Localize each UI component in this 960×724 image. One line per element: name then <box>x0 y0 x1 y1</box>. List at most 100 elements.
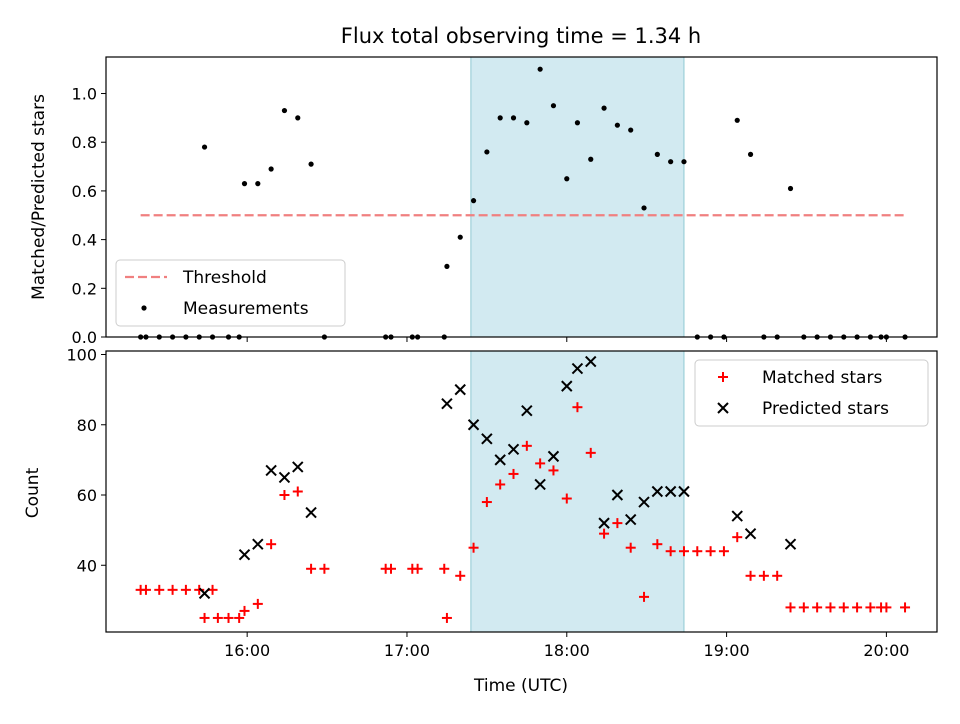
series-matched-stars <box>135 402 911 623</box>
predicted-stars-mark <box>454 383 466 396</box>
x-tick-label: 19:00 <box>704 641 750 660</box>
predicted-stars-point <box>585 355 597 368</box>
predicted-stars-mark <box>534 478 546 491</box>
measurement-point <box>510 115 517 121</box>
matched-stars-point <box>785 602 796 613</box>
measurement-point <box>628 127 634 133</box>
predicted-stars-mark <box>664 485 677 498</box>
predicted-stars-mark <box>561 380 573 392</box>
matched-stars-point <box>639 591 650 602</box>
predicted-stars-point <box>598 517 610 529</box>
measurement-point <box>601 105 607 111</box>
predicted-stars-mark <box>507 443 520 456</box>
x-tick-label: 17:00 <box>384 641 430 660</box>
matched-stars-point <box>772 570 783 581</box>
predicted-stars-point <box>664 485 677 498</box>
x-axis-label: Time (UTC) <box>473 676 568 696</box>
matched-stars-point <box>167 584 178 595</box>
measurement-point <box>641 205 647 211</box>
legend: Matched stars Predicted stars <box>694 359 929 427</box>
matched-stars-point <box>194 584 205 595</box>
predicted-stars-mark <box>678 485 690 498</box>
measurement-point <box>444 263 450 269</box>
predicted-stars-mark <box>547 450 560 463</box>
measurement-point <box>255 181 261 187</box>
measurement-point <box>241 181 248 187</box>
matched-stars-point <box>266 539 277 550</box>
measurement-point <box>734 117 740 123</box>
matched-stars-point <box>881 602 892 613</box>
matched-stars-point <box>441 612 452 623</box>
predicted-stars-point <box>454 383 466 396</box>
matched-stars-point <box>838 602 849 613</box>
measurement-point <box>681 159 687 165</box>
predicted-stars-point <box>278 471 291 484</box>
matched-stars-point <box>745 570 756 581</box>
predicted-stars-mark <box>238 549 251 561</box>
predicted-stars-point <box>561 380 573 392</box>
predicted-stars-mark <box>481 433 493 445</box>
matched-stars-point <box>825 602 836 613</box>
plot-frame <box>105 56 938 338</box>
matched-stars-point <box>732 532 743 543</box>
predicted-stars-mark <box>744 527 757 540</box>
predicted-stars-point <box>678 485 690 498</box>
matched-stars-point <box>252 598 263 609</box>
matched-stars-point <box>140 584 151 595</box>
matched-stars-point <box>852 602 863 613</box>
y-tick-label: 40 <box>77 556 97 575</box>
predicted-stars-mark <box>441 397 453 410</box>
matched-stars-point <box>665 546 676 557</box>
measurement-point <box>470 198 477 204</box>
matched-stars-point <box>612 518 623 529</box>
y-tick-label: 0.4 <box>72 231 97 250</box>
measurement-point <box>524 120 530 126</box>
matched-stars-point <box>223 612 234 623</box>
matched-stars-point <box>439 563 450 574</box>
predicted-stars-point <box>651 485 664 498</box>
predicted-stars-point <box>521 405 533 417</box>
matched-stars-point <box>812 602 823 613</box>
matched-stars-point <box>495 479 506 490</box>
legend-label: Predicted stars <box>762 399 889 419</box>
matched-stars-point <box>481 497 492 508</box>
y-tick-label: 1.0 <box>72 85 97 104</box>
matched-stars-point <box>585 447 596 458</box>
matched-stars-point <box>652 539 663 550</box>
measurement-point <box>550 103 557 109</box>
measurement-point <box>281 107 288 114</box>
measurement-point <box>588 156 594 162</box>
legend-label: Measurements <box>183 299 309 319</box>
predicted-stars-point <box>265 464 277 477</box>
matched-stars-point <box>468 542 479 553</box>
predicted-stars-mark <box>265 464 277 477</box>
predicted-stars-point <box>481 433 493 445</box>
shaded-interval <box>470 350 685 633</box>
measurement-point <box>484 149 490 155</box>
top-y-axis-label: Matched/Predicted stars <box>29 94 49 300</box>
measurement-point <box>497 115 503 121</box>
predicted-stars-mark <box>252 538 264 550</box>
measurement-point <box>747 151 754 157</box>
x-tick-label: 16:00 <box>224 641 270 660</box>
predicted-stars-point <box>624 513 637 526</box>
predicted-stars-point <box>292 461 304 473</box>
measurement-point <box>308 161 314 167</box>
matched-stars-point <box>561 493 572 504</box>
y-tick-label: 0.0 <box>72 328 97 347</box>
matched-stars-point <box>548 465 559 476</box>
predicted-stars-point <box>534 478 546 491</box>
legend-measurement-swatch <box>141 305 147 311</box>
measurement-point <box>654 151 660 157</box>
legend-label: Threshold <box>182 268 267 288</box>
measurement-point <box>201 144 208 150</box>
predicted-stars-point <box>744 527 757 540</box>
predicted-stars-mark <box>598 517 610 529</box>
predicted-stars-point <box>571 362 584 375</box>
measurement-point <box>564 176 570 182</box>
predicted-stars-mark <box>198 587 211 600</box>
y-tick-label: 60 <box>77 486 97 505</box>
predicted-stars-point <box>467 419 480 431</box>
predicted-stars-mark <box>611 489 624 501</box>
